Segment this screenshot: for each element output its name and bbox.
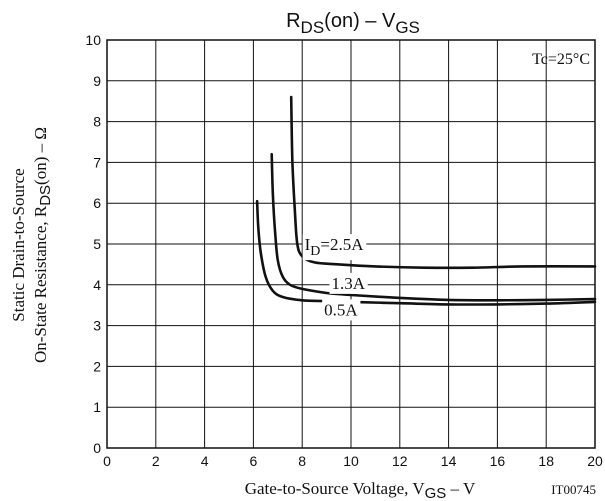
label-backing: [302, 234, 367, 261]
x-tick-label: 2: [152, 453, 160, 469]
y-tick-label: 1: [93, 399, 101, 415]
y-tick-label: 0: [93, 440, 101, 456]
condition-label: Tc=25°C: [532, 51, 590, 68]
curve-id-0-5a: [255, 199, 597, 306]
y-tick-label: 9: [93, 73, 101, 89]
x-tick-label: 16: [490, 453, 506, 469]
y-axis-label-line1: Static Drain-to-Source: [9, 168, 28, 321]
y-tick-label: 3: [93, 318, 101, 334]
label-backing: [329, 272, 368, 294]
x-tick-label: 20: [587, 453, 603, 469]
plot-frame: [106, 39, 596, 449]
y-tick-label: 2: [93, 358, 101, 374]
series-label-2-5a: ID=2.5A: [305, 235, 365, 259]
series-curves: [255, 95, 597, 306]
figure-code: IT00745: [551, 482, 596, 497]
x-tick-label: 8: [298, 453, 306, 469]
x-tick-label: 4: [201, 453, 209, 469]
chart-title: RDS(on) – VGS: [286, 10, 420, 37]
x-tick-labels: 0 2 4 6 8 10 12 14 16 18 20: [103, 453, 603, 469]
y-tick-label: 7: [93, 154, 101, 170]
y-tick-label: 6: [93, 195, 101, 211]
series-label-1-3a: 1.3A: [331, 274, 365, 293]
x-tick-label: 0: [103, 453, 111, 469]
x-tick-label: 14: [441, 453, 457, 469]
y-tick-label: 8: [93, 114, 101, 130]
curve-id-2-5a: [289, 95, 597, 270]
curve-id-1-3a: [270, 152, 597, 302]
x-tick-label: 6: [250, 453, 258, 469]
x-tick-label: 12: [392, 453, 408, 469]
x-tick-label: 18: [538, 453, 554, 469]
label-backing: [322, 299, 361, 321]
y-tick-label: 5: [93, 236, 101, 252]
series-label-0-5a: 0.5A: [324, 300, 358, 319]
x-axis-label: Gate-to-Source Voltage, VGS – V: [245, 479, 476, 501]
y-tick-label: 10: [85, 32, 101, 48]
y-axis-label-line2: On-State Resistance, RDS(on) – Ω: [31, 127, 54, 363]
x-tick-label: 10: [343, 453, 359, 469]
y-tick-labels: 0 1 2 3 4 5 6 7 8 9 10: [85, 32, 101, 456]
y-tick-label: 4: [93, 277, 101, 293]
